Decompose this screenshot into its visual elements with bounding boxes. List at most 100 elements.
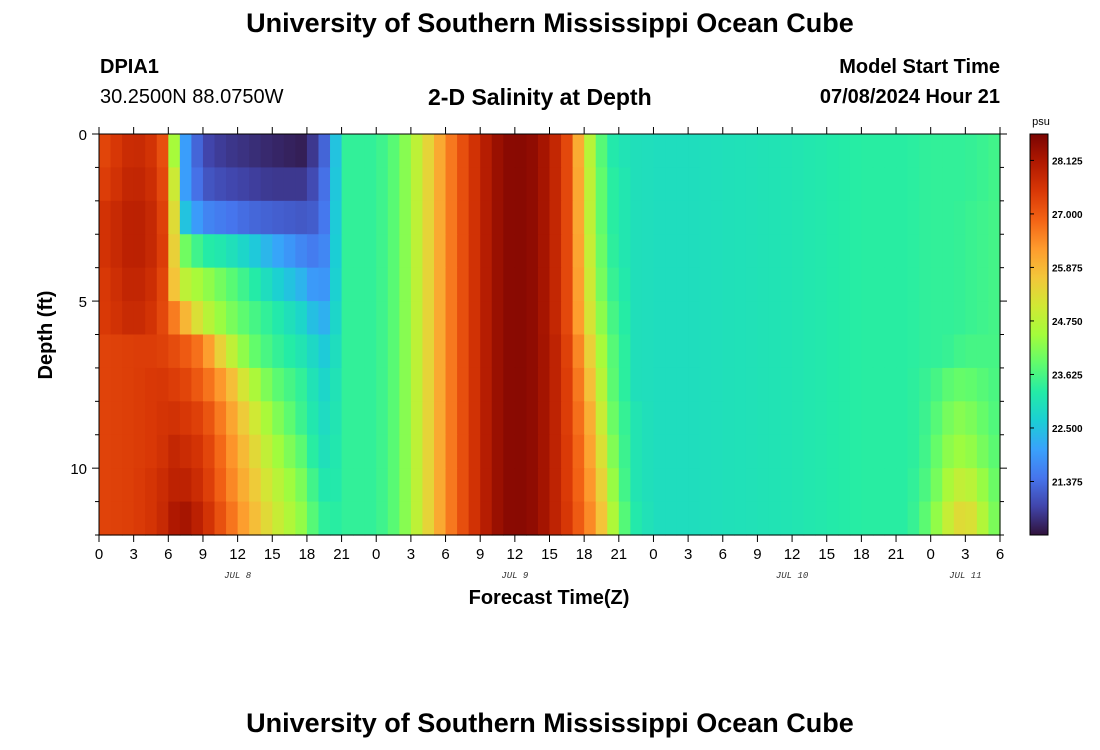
heatmap-cell: [734, 501, 747, 536]
heatmap-cell: [676, 334, 689, 369]
heatmap-cell: [665, 334, 678, 369]
heatmap-cell: [572, 301, 585, 336]
heatmap-cell: [584, 167, 597, 202]
heatmap-cell: [318, 200, 331, 235]
heatmap-cell: [179, 200, 193, 235]
heatmap-cell: [341, 401, 354, 436]
heatmap-cell: [780, 501, 793, 536]
heatmap-cell: [595, 301, 608, 336]
heatmap-cell: [226, 167, 239, 202]
heatmap-cell: [688, 501, 701, 536]
heatmap-cell: [306, 134, 320, 169]
heatmap-cell: [815, 468, 828, 503]
heatmap-cell: [272, 234, 285, 269]
heatmap-cell: [168, 468, 181, 503]
heatmap-cell: [861, 301, 874, 336]
heatmap-cell: [665, 200, 678, 235]
heatmap-cell: [145, 200, 158, 235]
heatmap-cell: [896, 434, 909, 469]
heatmap-cell: [179, 134, 193, 169]
heatmap-cell: [942, 134, 955, 169]
heatmap-cell: [110, 401, 123, 436]
heatmap-cell: [768, 200, 782, 235]
heatmap-cell: [410, 468, 424, 503]
heatmap-cell: [838, 301, 851, 336]
heatmap-cell: [734, 267, 747, 302]
heatmap-cell: [803, 501, 816, 536]
heatmap-cell: [792, 401, 805, 436]
day-label: JUL 10: [776, 571, 809, 581]
heatmap-cell: [838, 434, 851, 469]
heatmap-cell: [514, 401, 527, 436]
heatmap-cell: [745, 401, 759, 436]
heatmap-cell: [965, 134, 978, 169]
station-coordinates: 30.2500N 88.0750W: [100, 86, 284, 108]
heatmap-cell: [884, 434, 897, 469]
heatmap-cell: [422, 167, 435, 202]
heatmap-cell: [468, 434, 481, 469]
heatmap-cell: [537, 501, 551, 536]
heatmap-cell: [422, 468, 435, 503]
heatmap-cell: [156, 200, 169, 235]
heatmap-cell: [607, 367, 620, 402]
page-title: University of Southern Mississippi Ocean…: [246, 8, 854, 38]
heatmap-cell: [341, 334, 354, 369]
heatmap-cell: [145, 434, 158, 469]
heatmap-cell: [133, 234, 146, 269]
heatmap-cell: [306, 367, 320, 402]
heatmap-cell: [445, 200, 458, 235]
heatmap-cell: [780, 301, 793, 336]
heatmap-cell: [768, 468, 782, 503]
heatmap-cell: [641, 367, 655, 402]
heatmap-cell: [618, 200, 631, 235]
heatmap-cell: [330, 167, 343, 202]
heatmap-cell: [318, 367, 331, 402]
heatmap-cell: [318, 434, 331, 469]
heatmap-cell: [168, 367, 181, 402]
heatmap-cell: [896, 301, 909, 336]
heatmap-cell: [457, 267, 470, 302]
heatmap-cell: [930, 301, 943, 336]
heatmap-cell: [722, 134, 735, 169]
heatmap-cell: [399, 301, 412, 336]
heatmap-cell: [122, 367, 135, 402]
heatmap-cell: [491, 134, 504, 169]
heatmap-cell: [745, 167, 759, 202]
heatmap-cell: [99, 434, 112, 469]
heatmap-cell: [433, 301, 447, 336]
heatmap-cell: [295, 267, 308, 302]
heatmap-cell: [561, 234, 574, 269]
heatmap-cell: [907, 301, 920, 336]
heatmap-cell: [549, 134, 562, 169]
heatmap-cell: [318, 267, 331, 302]
heatmap-cell: [815, 200, 828, 235]
heatmap-cell: [919, 301, 932, 336]
heatmap-cell: [561, 468, 574, 503]
heatmap-cell: [226, 434, 239, 469]
heatmap-cell: [237, 434, 250, 469]
heatmap-cell: [607, 167, 620, 202]
heatmap-cell: [410, 200, 424, 235]
heatmap-cell: [145, 267, 158, 302]
heatmap-cell: [988, 334, 1001, 369]
heatmap-cell: [561, 167, 574, 202]
heatmap-cell: [364, 367, 377, 402]
heatmap-cell: [156, 301, 169, 336]
heatmap-cell: [930, 367, 943, 402]
heatmap-cell: [919, 200, 932, 235]
colorbar: psu 28.125 27.000 25.875 24.750 23.625 22.500…: [1029, 116, 1083, 536]
heatmap-cell: [168, 401, 181, 436]
heatmap-cell: [988, 434, 1001, 469]
heatmap-cell: [607, 267, 620, 302]
heatmap-cell: [399, 468, 412, 503]
heatmap-cell: [156, 401, 169, 436]
heatmap-cell: [433, 401, 447, 436]
heatmap-cell: [607, 434, 620, 469]
heatmap-cell: [133, 401, 146, 436]
heatmap-cell: [491, 301, 504, 336]
heatmap-cell: [468, 367, 481, 402]
heatmap-cell: [549, 200, 562, 235]
heatmap-cell: [272, 200, 285, 235]
day-label: JUL 9: [501, 571, 529, 581]
